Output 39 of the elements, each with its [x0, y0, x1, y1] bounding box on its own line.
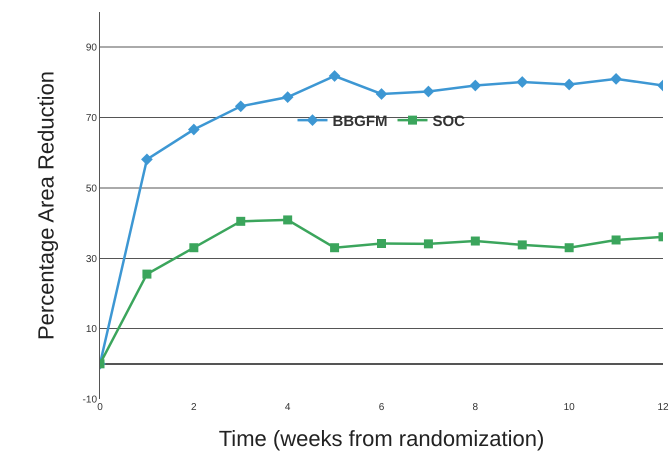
point	[330, 243, 340, 252]
point	[141, 154, 153, 166]
point	[236, 216, 246, 226]
x-tick-label: 2	[191, 402, 198, 413]
point	[564, 243, 574, 252]
x-axis-title: Time (weeks from randomization)	[218, 426, 544, 451]
legend-label: SOC	[432, 112, 466, 130]
y-tick-label: -10	[82, 394, 98, 406]
point	[376, 88, 388, 100]
y-tick-label: 10	[86, 324, 98, 336]
y-tick-label: 30	[86, 254, 98, 265]
point	[518, 240, 527, 250]
point	[469, 80, 482, 92]
y-tick-label: 70	[86, 113, 98, 124]
point	[612, 235, 621, 244]
legend-label: BBGFM	[332, 112, 388, 130]
point	[189, 243, 198, 252]
point	[610, 73, 622, 85]
point	[377, 239, 386, 248]
point	[188, 124, 200, 136]
x-tick-label: 0	[97, 402, 104, 413]
y-tick-label: 50	[86, 183, 98, 194]
point	[516, 76, 528, 88]
x-tick-label: 10	[564, 402, 576, 413]
point	[142, 270, 152, 279]
x-tick-label: 6	[378, 402, 385, 413]
point	[470, 236, 480, 246]
y-axis-title: Percentage Area Reduction	[33, 70, 58, 340]
x-tick-label: 8	[472, 402, 479, 413]
point	[422, 86, 434, 98]
point	[424, 239, 433, 248]
point	[282, 91, 294, 103]
y-tick-label: 90	[86, 42, 98, 54]
x-tick-label: 12	[657, 402, 669, 413]
x-tick-label: 4	[284, 402, 291, 413]
point	[234, 100, 247, 112]
point	[328, 70, 340, 82]
point	[283, 215, 292, 224]
point	[563, 78, 576, 90]
